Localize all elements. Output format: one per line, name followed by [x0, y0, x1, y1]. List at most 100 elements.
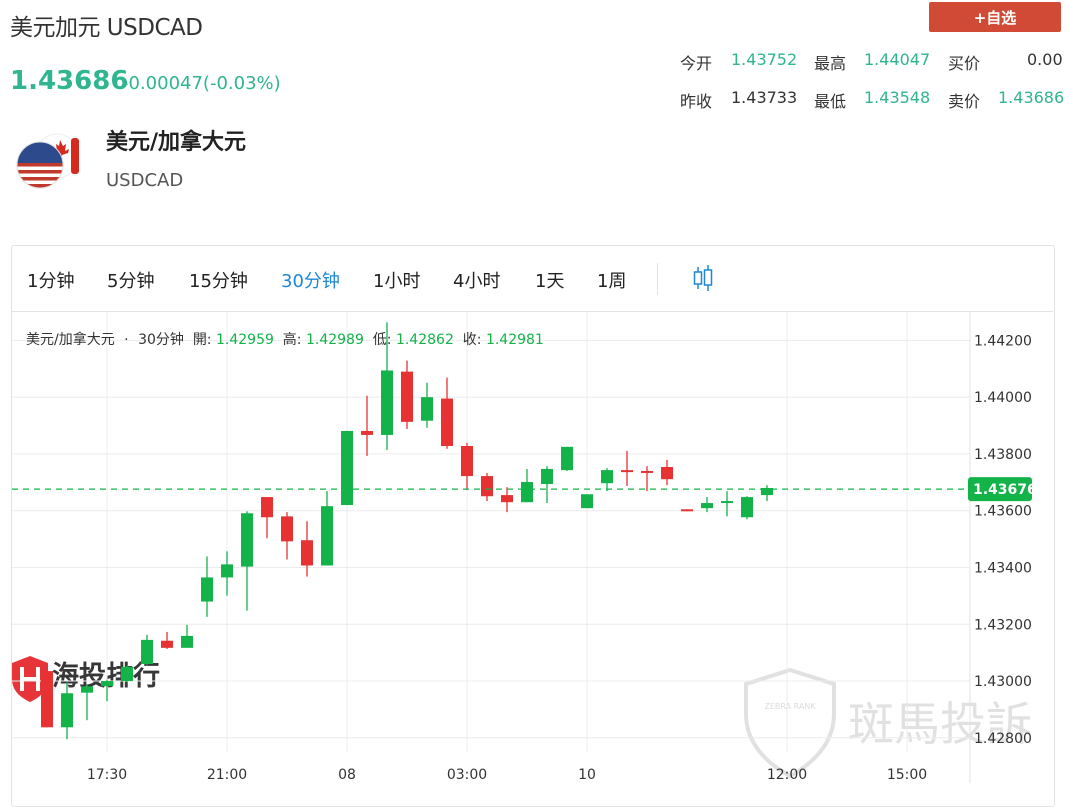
tab-1day[interactable]: 1天 — [535, 271, 565, 292]
stat-value-open: 1.43752 — [731, 50, 798, 69]
y-tick-label: 1.43400 — [974, 560, 1032, 576]
candle-body — [521, 482, 533, 503]
candle-up — [541, 466, 553, 504]
candle-up — [121, 665, 133, 683]
candle-body — [481, 476, 493, 497]
candle-body — [641, 470, 653, 473]
candle-up — [421, 382, 433, 428]
candlestick-icon[interactable] — [691, 263, 715, 293]
watermark-logo-left: 海投排行 — [12, 656, 160, 702]
candle-body — [701, 503, 713, 509]
stat-value-low: 1.43548 — [864, 88, 931, 107]
logo-letter-h — [20, 667, 40, 691]
legend-open: 1.42959 — [215, 332, 274, 348]
candle-body — [81, 686, 93, 693]
legend-close-label: 收: — [462, 332, 482, 348]
tab-15min[interactable]: 15分钟 — [189, 271, 248, 292]
candle-body — [541, 468, 553, 485]
candle-body — [661, 466, 673, 480]
candle-down — [681, 509, 693, 512]
tab-5min[interactable]: 5分钟 — [107, 271, 155, 292]
price-change: -0.00047(-0.03%) — [122, 73, 281, 94]
candle-up — [561, 446, 573, 471]
candle-body — [201, 577, 213, 602]
tab-1min[interactable]: 1分钟 — [27, 271, 75, 292]
candlestick-chart[interactable]: 海投排行 ZEBRA RANK 斑馬投訴 1.44200 1.44000 1.43800 1… — [0, 0, 1069, 783]
y-tick-label: 1.43600 — [974, 504, 1032, 520]
candle-down — [441, 377, 453, 449]
stat-value-ask: 1.43686 — [998, 88, 1065, 107]
candle-body — [321, 506, 333, 566]
candle-body — [281, 516, 293, 542]
candle-body — [61, 693, 73, 728]
candle-up — [101, 679, 113, 702]
candle-body — [241, 513, 253, 567]
instrument-symbol: USDCAD — [106, 170, 184, 191]
page-title: 美元加元 USDCAD — [10, 15, 203, 41]
candle-up — [701, 497, 713, 513]
candle-up — [201, 556, 213, 617]
x-tick-label: 03:00 — [447, 767, 487, 783]
stat-label-high: 最高 — [814, 54, 847, 73]
candle-up — [61, 682, 73, 740]
timeframe-toolbar: 1分钟 5分钟 15分钟 30分钟 1小时 4小时 1天 1周 — [11, 245, 1053, 312]
candle-up — [381, 322, 393, 450]
candle-body — [681, 509, 693, 512]
add-to-watchlist-button[interactable]: +自选 — [929, 2, 1061, 32]
candle-down — [461, 442, 473, 490]
instrument-name: 美元/加拿大元 — [106, 130, 247, 155]
legend-open-label: 開: — [192, 332, 212, 348]
watermark-text-right: 斑馬投訴 — [848, 697, 1032, 751]
stat-label-prev-close: 昨收 — [680, 92, 713, 111]
candle-body — [341, 430, 353, 506]
y-tick-label: 1.42800 — [974, 731, 1032, 747]
watermark-text-left: 海投排行 — [52, 660, 160, 692]
candle-down — [281, 512, 293, 560]
candle-up — [321, 491, 333, 566]
stat-label-open: 今开 — [680, 54, 713, 73]
candle-body — [501, 495, 513, 503]
y-tick-label: 1.43200 — [974, 617, 1032, 633]
stat-label-ask: 卖价 — [948, 92, 981, 111]
watermark-logo-right: ZEBRA RANK 斑馬投訴 — [744, 667, 1032, 779]
candle-down — [41, 669, 53, 728]
candle-body — [261, 497, 273, 518]
tab-4hour[interactable]: 4小时 — [453, 271, 501, 292]
legend-dot: · — [124, 332, 129, 348]
candle-down — [301, 521, 313, 577]
legend-high: 1.42989 — [305, 332, 364, 348]
current-price: 1.43686 — [10, 66, 129, 96]
y-tick-label: 1.43000 — [974, 674, 1032, 690]
candle-down — [261, 497, 273, 539]
x-tick-label: 17:30 — [87, 767, 127, 783]
candle-down — [501, 487, 513, 513]
candle-body — [381, 370, 393, 435]
legend-high-label: 高: — [282, 332, 302, 348]
tab-1hour[interactable]: 1小时 — [373, 271, 421, 292]
stat-label-bid: 买价 — [948, 54, 981, 73]
y-tick-label: 1.44000 — [974, 390, 1032, 406]
candle-body — [721, 501, 733, 504]
legend-low: 1.42862 — [395, 332, 454, 348]
candle-body — [461, 445, 473, 477]
candle-body — [161, 640, 173, 648]
candle-body — [141, 639, 153, 664]
x-tick-label: 15:00 — [887, 767, 927, 783]
candle-up — [241, 511, 253, 611]
candle-down — [361, 395, 373, 456]
candle-body — [301, 540, 313, 566]
candle-down — [481, 472, 493, 502]
x-tick-label: 12:00 — [767, 767, 807, 783]
stat-value-bid: 0.00 — [1027, 50, 1063, 69]
candle-body — [421, 397, 433, 421]
legend-low-label: 低: — [372, 332, 392, 348]
legend-close: 1.42981 — [485, 332, 544, 348]
tab-1week[interactable]: 1周 — [597, 271, 627, 292]
candle-up — [81, 684, 93, 721]
tab-30min[interactable]: 30分钟 — [281, 271, 340, 292]
watermark-badge-text: ZEBRA RANK — [764, 702, 816, 711]
candle-up — [341, 430, 353, 506]
candle-up — [521, 468, 533, 503]
legend-interval: 30分钟 — [138, 332, 184, 348]
stat-value-high: 1.44047 — [864, 50, 931, 69]
